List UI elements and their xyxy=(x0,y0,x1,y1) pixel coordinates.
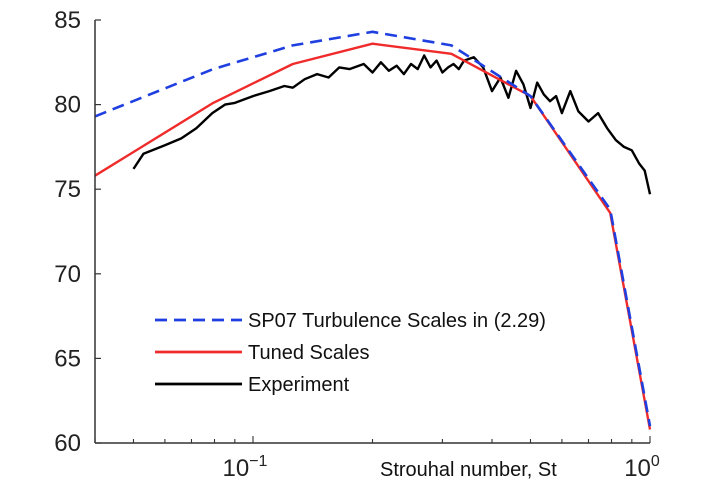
x-tick-label: 10−1 xyxy=(223,453,268,482)
legend-label-sp07-turbulence-scales-in-2-29: SP07 Turbulence Scales in (2.29) xyxy=(248,310,546,332)
y-tick-label: 75 xyxy=(54,176,81,203)
x-axis-label: Strouhal number, St xyxy=(380,459,557,481)
y-tick-label: 65 xyxy=(54,345,81,372)
x-tick-label: 100 xyxy=(624,453,660,482)
series-line-tuned-scales xyxy=(94,42,652,430)
series-line-sp07-turbulence-scales-in-2-29 xyxy=(94,30,652,427)
y-tick-label: 85 xyxy=(54,7,81,34)
y-tick-label: 60 xyxy=(54,430,81,457)
legend-label-experiment: Experiment xyxy=(248,374,350,396)
series-line-experiment xyxy=(132,54,652,195)
y-tick-label: 80 xyxy=(54,92,81,119)
y-tick-label: 70 xyxy=(54,261,81,288)
legend: SP07 Turbulence Scales in (2.29) Tuned Sc… xyxy=(155,310,546,396)
plot-background xyxy=(95,20,650,443)
axes-layer: 60 65 70 75 80 85 10−1 100 xyxy=(54,7,660,482)
series-layer xyxy=(94,30,652,430)
legend-label-tuned-scales: Tuned Scales xyxy=(248,342,370,364)
